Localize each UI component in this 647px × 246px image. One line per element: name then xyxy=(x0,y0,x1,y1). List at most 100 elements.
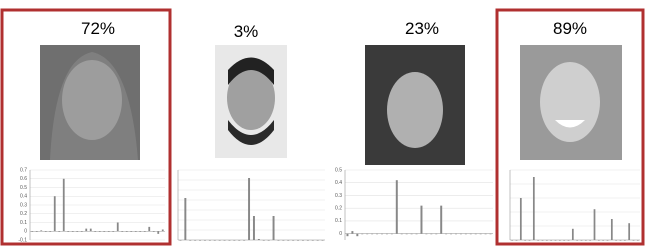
y-tick-label: 0 xyxy=(24,229,27,235)
bar xyxy=(401,234,403,235)
score-label: 89% xyxy=(553,19,587,38)
bar xyxy=(90,229,92,232)
bar xyxy=(282,240,284,241)
bar xyxy=(366,234,368,235)
bar xyxy=(475,234,477,235)
bar xyxy=(620,240,622,241)
y-tick-label: 0.6 xyxy=(20,176,27,182)
y-tick-label: 0.4 xyxy=(20,194,27,200)
bar xyxy=(233,240,235,241)
y-tick-label: 0.1 xyxy=(20,220,27,226)
bar xyxy=(54,196,56,231)
bar xyxy=(576,240,578,241)
bar xyxy=(406,234,408,235)
bar xyxy=(72,231,74,232)
bar xyxy=(317,240,319,241)
y-tick-label: 0 xyxy=(339,231,342,237)
bar xyxy=(49,231,51,232)
bar xyxy=(490,234,492,235)
bar xyxy=(297,240,299,241)
bar xyxy=(550,240,552,241)
face-3 xyxy=(365,45,465,165)
bar xyxy=(287,240,289,241)
bar xyxy=(435,234,437,235)
face-4 xyxy=(520,45,622,160)
bar xyxy=(524,240,526,241)
figure: 72%-0.100.10.20.30.40.50.60.73%23%00.10.… xyxy=(0,0,647,246)
bar xyxy=(450,234,452,235)
bar xyxy=(445,234,447,235)
score-label: 3% xyxy=(234,22,259,41)
bar xyxy=(135,231,137,232)
bar xyxy=(537,240,539,241)
bar xyxy=(81,231,83,232)
bar xyxy=(615,240,617,241)
bar xyxy=(356,234,358,237)
bar xyxy=(307,240,309,241)
y-tick-label: 0.3 xyxy=(20,202,27,208)
bar xyxy=(425,234,427,235)
bar xyxy=(520,198,522,240)
bar xyxy=(460,234,462,235)
bar xyxy=(568,240,570,241)
bar xyxy=(76,231,78,232)
bar xyxy=(465,234,467,235)
bar xyxy=(243,240,245,241)
y-tick-label: 0.3 xyxy=(335,193,342,199)
bar xyxy=(420,206,422,234)
bar xyxy=(253,216,255,240)
bar xyxy=(470,234,472,235)
bar xyxy=(563,240,565,241)
bar xyxy=(302,240,304,241)
bar xyxy=(273,216,275,240)
bar xyxy=(585,240,587,241)
bar xyxy=(258,239,260,240)
bar xyxy=(546,240,548,241)
bar xyxy=(204,240,206,241)
bar xyxy=(277,240,279,241)
bar xyxy=(351,231,353,234)
bar xyxy=(40,230,42,231)
bar xyxy=(103,231,105,232)
bar xyxy=(224,240,226,241)
bar xyxy=(411,234,413,235)
bar xyxy=(529,240,531,241)
bar xyxy=(628,223,630,240)
bar xyxy=(455,234,457,235)
bar xyxy=(485,234,487,235)
bar xyxy=(157,231,159,234)
bar xyxy=(36,231,38,232)
bar xyxy=(371,234,373,235)
bar xyxy=(31,231,33,232)
y-tick-label: 0.5 xyxy=(335,167,342,173)
bar xyxy=(555,240,557,241)
bar xyxy=(121,231,123,232)
y-tick-label: 0.2 xyxy=(20,211,27,217)
bar xyxy=(263,240,265,241)
bar xyxy=(581,240,583,241)
score-label: 72% xyxy=(81,19,115,38)
bar xyxy=(189,240,191,241)
y-tick-label: 0.7 xyxy=(20,167,27,173)
bar xyxy=(594,209,596,240)
bar xyxy=(194,240,196,241)
bar xyxy=(108,231,110,232)
bar xyxy=(67,231,69,232)
bar xyxy=(381,234,383,235)
bar xyxy=(559,240,561,241)
bar xyxy=(219,240,221,241)
bar xyxy=(589,240,591,241)
bar xyxy=(117,223,119,232)
score-label: 23% xyxy=(405,19,439,38)
bar xyxy=(533,177,535,240)
bar xyxy=(112,231,114,232)
bar xyxy=(45,231,47,232)
bar xyxy=(85,229,87,232)
bar xyxy=(248,178,250,240)
face-2 xyxy=(215,45,287,158)
bar xyxy=(63,179,65,232)
y-tick-label: 0.5 xyxy=(20,185,27,191)
bar xyxy=(126,231,128,232)
y-tick-label: 0.4 xyxy=(335,180,342,186)
bar xyxy=(511,240,513,241)
